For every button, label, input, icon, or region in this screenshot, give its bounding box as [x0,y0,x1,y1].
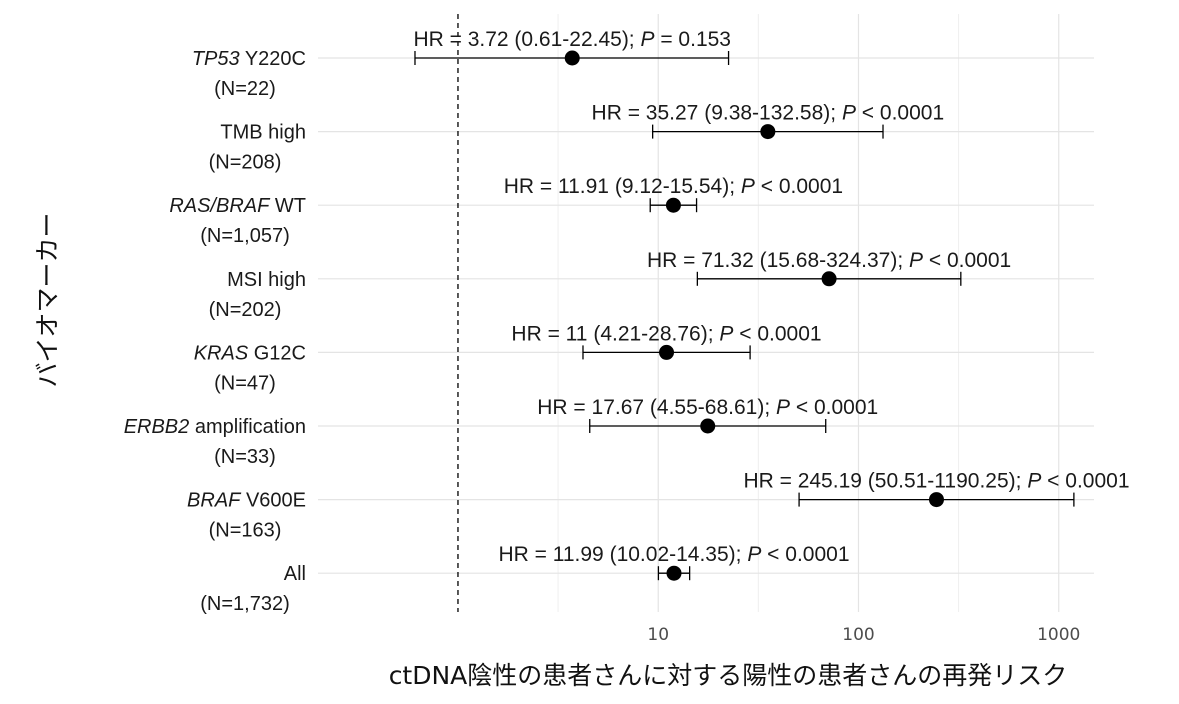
hr-point [700,418,716,434]
hr-point [666,565,682,581]
sample-size-label: (N=1,732) [200,593,290,615]
sample-size-label: (N=208) [209,152,282,174]
category-label: ERBB2 amplification [124,416,306,438]
p-value: < 0.0001 [755,175,843,198]
p-value: < 0.0001 [761,543,849,566]
p-symbol: P [909,249,923,272]
category-rest: V600E [240,490,306,512]
forest-row: HR = 11.99 (10.02-14.35); P < 0.0001 All (… [200,543,849,615]
gene-name: TP53 [192,48,240,70]
sample-size-label: (N=33) [214,446,276,468]
y-axis-title: バイオマーカー [33,212,62,387]
sample-size-label: (N=1,057) [200,225,290,247]
category-rest: Y220C [240,48,306,70]
category-rest: G12C [248,342,306,364]
category-rest: WT [269,195,306,217]
hr-label-main: HR = 11 (4.21-28.76); [511,322,719,345]
category-rest: MSI high [227,269,306,291]
hr-label-main: HR = 17.67 (4.55-68.61); [537,396,776,419]
category-label: TMB high [220,122,306,144]
category-label: MSI high [227,269,306,291]
hr-label: HR = 35.27 (9.38-132.58); P < 0.0001 [592,102,945,125]
p-symbol: P [640,28,654,51]
sample-size-label: (N=47) [214,372,276,394]
x-tick-label: 100 [842,625,874,645]
p-value: < 0.0001 [733,322,821,345]
hr-point [564,50,580,66]
hr-label: HR = 11.99 (10.02-14.35); P < 0.0001 [498,543,849,566]
hr-label-main: HR = 11.91 (9.12-15.54); [504,175,741,198]
p-symbol: P [842,102,856,125]
p-value: = 0.153 [655,28,731,51]
x-tick-label: 1000 [1037,625,1080,645]
hr-point [665,197,681,213]
hr-label-main: HR = 35.27 (9.38-132.58); [592,102,842,125]
hr-point [760,124,776,140]
category-label: All [284,563,306,585]
p-value: < 0.0001 [790,396,878,419]
forest-row: HR = 11 (4.21-28.76); P < 0.0001 KRAS G12… [194,322,822,394]
p-value: < 0.0001 [856,102,944,125]
category-rest: TMB high [220,122,306,144]
category-label: RAS/BRAF WT [169,195,306,217]
category-rest: amplification [189,416,306,438]
sample-size-label: (N=163) [209,520,282,542]
p-symbol: P [747,543,761,566]
p-symbol: P [776,396,790,419]
hr-label: HR = 17.67 (4.55-68.61); P < 0.0001 [537,396,878,419]
hr-point [821,271,837,287]
category-rest: All [284,563,306,585]
hr-label: HR = 245.19 (50.51-1190.25); P < 0.0001 [743,470,1129,493]
sample-size-label: (N=22) [214,78,276,100]
hr-point [659,344,675,360]
p-symbol: P [719,322,733,345]
gene-name: ERBB2 [124,416,190,438]
hr-label-main: HR = 3.72 (0.61-22.45); [413,28,640,51]
hr-label-main: HR = 11.99 (10.02-14.35); [498,543,747,566]
p-value: < 0.0001 [923,249,1011,272]
forest-row: HR = 17.67 (4.55-68.61); P < 0.0001 ERBB2… [124,396,879,468]
forest-row: HR = 3.72 (0.61-22.45); P = 0.153 TP53 Y2… [192,28,731,100]
hr-label: HR = 3.72 (0.61-22.45); P = 0.153 [413,28,731,51]
category-label: BRAF V600E [187,490,306,512]
forest-row: HR = 11.91 (9.12-15.54); P < 0.0001 RAS/B… [169,175,843,247]
hr-label: HR = 11 (4.21-28.76); P < 0.0001 [511,322,821,345]
gene-name: RAS/BRAF [169,195,271,217]
x-axis-title: ctDNA陰性の患者さんに対する陽性の患者さんの再発リスク [389,661,1068,690]
gene-name: KRAS [194,342,249,364]
hr-label-main: HR = 71.32 (15.68-324.37); [647,249,909,272]
x-tick-label: 10 [647,625,669,645]
sample-size-label: (N=202) [209,299,282,321]
gene-name: BRAF [187,490,242,512]
category-label: KRAS G12C [194,342,306,364]
hr-point [928,492,944,508]
forest-row: HR = 71.32 (15.68-324.37); P < 0.0001 MSI… [209,249,1012,321]
hr-label: HR = 71.32 (15.68-324.37); P < 0.0001 [647,249,1011,272]
p-symbol: P [741,175,755,198]
forest-row: HR = 245.19 (50.51-1190.25); P < 0.0001 B… [187,470,1129,542]
p-symbol: P [1027,470,1041,493]
forest-row: HR = 35.27 (9.38-132.58); P < 0.0001 TMB … [209,102,945,174]
hr-label-main: HR = 245.19 (50.51-1190.25); [743,470,1027,493]
p-value: < 0.0001 [1041,470,1129,493]
hr-label: HR = 11.91 (9.12-15.54); P < 0.0001 [504,175,843,198]
category-label: TP53 Y220C [192,48,306,70]
